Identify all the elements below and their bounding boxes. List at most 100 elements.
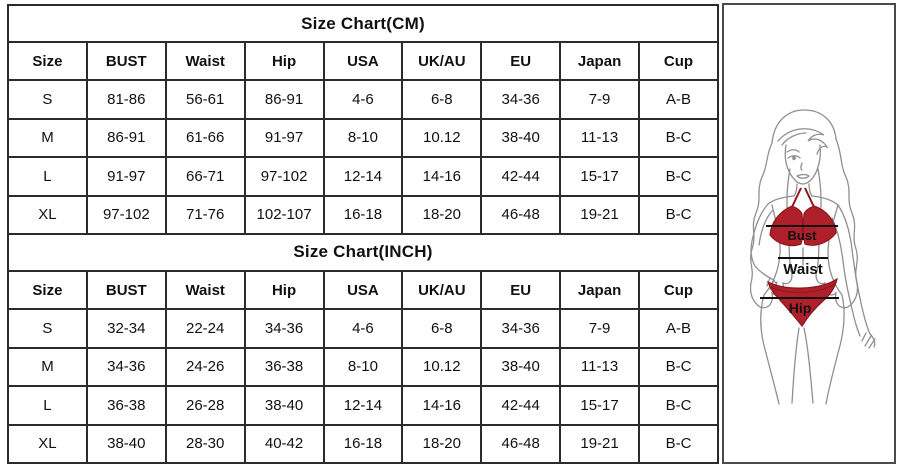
value-cell: 16-18 — [322, 423, 404, 464]
value-cell: 14-16 — [401, 385, 483, 426]
column-header: UK/AU — [401, 40, 483, 82]
neck — [793, 183, 813, 197]
column-header: Hip — [243, 40, 325, 82]
hair-crown-outline — [771, 109, 837, 144]
value-cell: 42-44 — [480, 156, 562, 197]
value-cell: 86-91 — [243, 79, 325, 120]
value-cell: 38-40 — [480, 346, 562, 388]
right-arm — [831, 204, 871, 337]
table-row: XL 97-102 71-76 102-107 16-18 18-20 46-48 19-21… — [7, 194, 719, 235]
measurement-labels: Bust Waist Hip — [783, 228, 822, 316]
table-row: L 91-97 66-71 97-102 12-14 14-16 42-44 15-17 B-C — [7, 156, 719, 197]
column-header: BUST — [85, 40, 167, 82]
column-header: Waist — [164, 269, 246, 311]
size-tables: Size Chart(CM) Size BUST Waist Hip USA UK/AU EU… — [7, 4, 719, 464]
value-cell: 32-34 — [85, 308, 167, 349]
value-cell: 7-9 — [559, 79, 640, 120]
value-cell: 34-36 — [480, 308, 562, 349]
left-arm — [750, 203, 773, 280]
hair-bangs — [777, 128, 829, 155]
value-cell: 38-40 — [480, 117, 562, 159]
nose — [800, 162, 803, 171]
table-row: M 34-36 24-26 36-38 8-10 10.12 38-40 11-13 B-C — [7, 346, 719, 388]
value-cell: 46-48 — [480, 194, 562, 235]
column-header: Cup — [638, 40, 719, 82]
value-cell: B-C — [638, 423, 719, 464]
table-title-row: Size Chart(INCH) — [7, 232, 719, 272]
column-header: Size — [7, 40, 88, 82]
column-header: Waist — [164, 40, 246, 82]
measurement-lines — [760, 225, 839, 299]
column-header: UK/AU — [401, 269, 483, 311]
size-cell: XL — [7, 423, 88, 464]
value-cell: 56-61 — [164, 79, 246, 120]
table-row: S 32-34 22-24 34-36 4-6 6-8 34-36 7-9 A-B — [7, 308, 719, 349]
value-cell: B-C — [638, 385, 719, 426]
value-cell: 4-6 — [322, 79, 404, 120]
table-title: Size Chart(CM) — [7, 4, 719, 43]
value-cell: 38-40 — [85, 423, 167, 464]
value-cell: 66-71 — [164, 156, 246, 197]
value-cell: 6-8 — [401, 308, 483, 349]
value-cell: 12-14 — [322, 156, 404, 197]
size-cell: L — [7, 156, 88, 197]
value-cell: B-C — [638, 194, 719, 235]
column-header: Japan — [559, 269, 640, 311]
column-header: Size — [7, 269, 88, 311]
value-cell: 11-13 — [559, 346, 640, 388]
value-cell: 86-91 — [85, 117, 167, 159]
value-cell: 34-36 — [243, 308, 325, 349]
value-cell: 16-18 — [322, 194, 404, 235]
value-cell: 10.12 — [401, 346, 483, 388]
bikini-bottom-band — [769, 283, 836, 293]
value-cell: 7-9 — [559, 308, 640, 349]
table-header-row: Size BUST Waist Hip USA UK/AU EU Japan Cup — [7, 269, 719, 311]
table-row: XL 38-40 28-30 40-42 16-18 18-20 46-48 19-21 B-C — [7, 423, 719, 464]
value-cell: 4-6 — [322, 308, 404, 349]
value-cell: 11-13 — [559, 117, 640, 159]
table-title: Size Chart(INCH) — [7, 232, 719, 272]
value-cell: B-C — [638, 346, 719, 388]
eyebrow — [786, 149, 800, 153]
column-header: Cup — [638, 269, 719, 311]
size-chart-inch-table: Size Chart(INCH) Size BUST Waist Hip USA UK/AU… — [7, 232, 719, 464]
waist-label: Waist — [783, 261, 822, 278]
value-cell: 46-48 — [480, 423, 562, 464]
value-cell: 10.12 — [401, 117, 483, 159]
value-cell: 34-36 — [480, 79, 562, 120]
bikini-strap-left — [791, 187, 802, 208]
value-cell: 28-30 — [164, 423, 246, 464]
value-cell: 71-76 — [164, 194, 246, 235]
measurement-guide-box: Bust Waist Hip — [722, 3, 896, 464]
pupil — [792, 155, 796, 161]
size-cell: S — [7, 79, 88, 120]
table-row: S 81-86 56-61 86-91 4-6 6-8 34-36 7-9 A-B — [7, 79, 719, 120]
value-cell: B-C — [638, 156, 719, 197]
value-cell: 91-97 — [243, 117, 325, 159]
value-cell: 15-17 — [559, 385, 640, 426]
size-cell: S — [7, 308, 88, 349]
value-cell: 18-20 — [401, 423, 483, 464]
face-outline — [784, 144, 822, 185]
value-cell: 97-102 — [85, 194, 167, 235]
column-header: USA — [322, 40, 404, 82]
value-cell: 61-66 — [164, 117, 246, 159]
table-header-row: Size BUST Waist Hip USA UK/AU EU Japan Cup — [7, 40, 719, 82]
value-cell: 24-26 — [164, 346, 246, 388]
value-cell: 91-97 — [85, 156, 167, 197]
value-cell: 19-21 — [559, 194, 640, 235]
right-hand — [861, 332, 876, 349]
value-cell: 26-28 — [164, 385, 246, 426]
eye — [787, 155, 801, 159]
value-cell: 40-42 — [243, 423, 325, 464]
table-row: L 36-38 26-28 38-40 12-14 14-16 42-44 15-17 B-C — [7, 385, 719, 426]
column-header: USA — [322, 269, 404, 311]
value-cell: 97-102 — [243, 156, 325, 197]
value-cell: 81-86 — [85, 79, 167, 120]
table-row: M 86-91 61-66 91-97 8-10 10.12 38-40 11-13 B-C — [7, 117, 719, 159]
value-cell: 19-21 — [559, 423, 640, 464]
value-cell: 8-10 — [322, 117, 404, 159]
value-cell: 102-107 — [243, 194, 325, 235]
value-cell: 14-16 — [401, 156, 483, 197]
value-cell: 42-44 — [480, 385, 562, 426]
